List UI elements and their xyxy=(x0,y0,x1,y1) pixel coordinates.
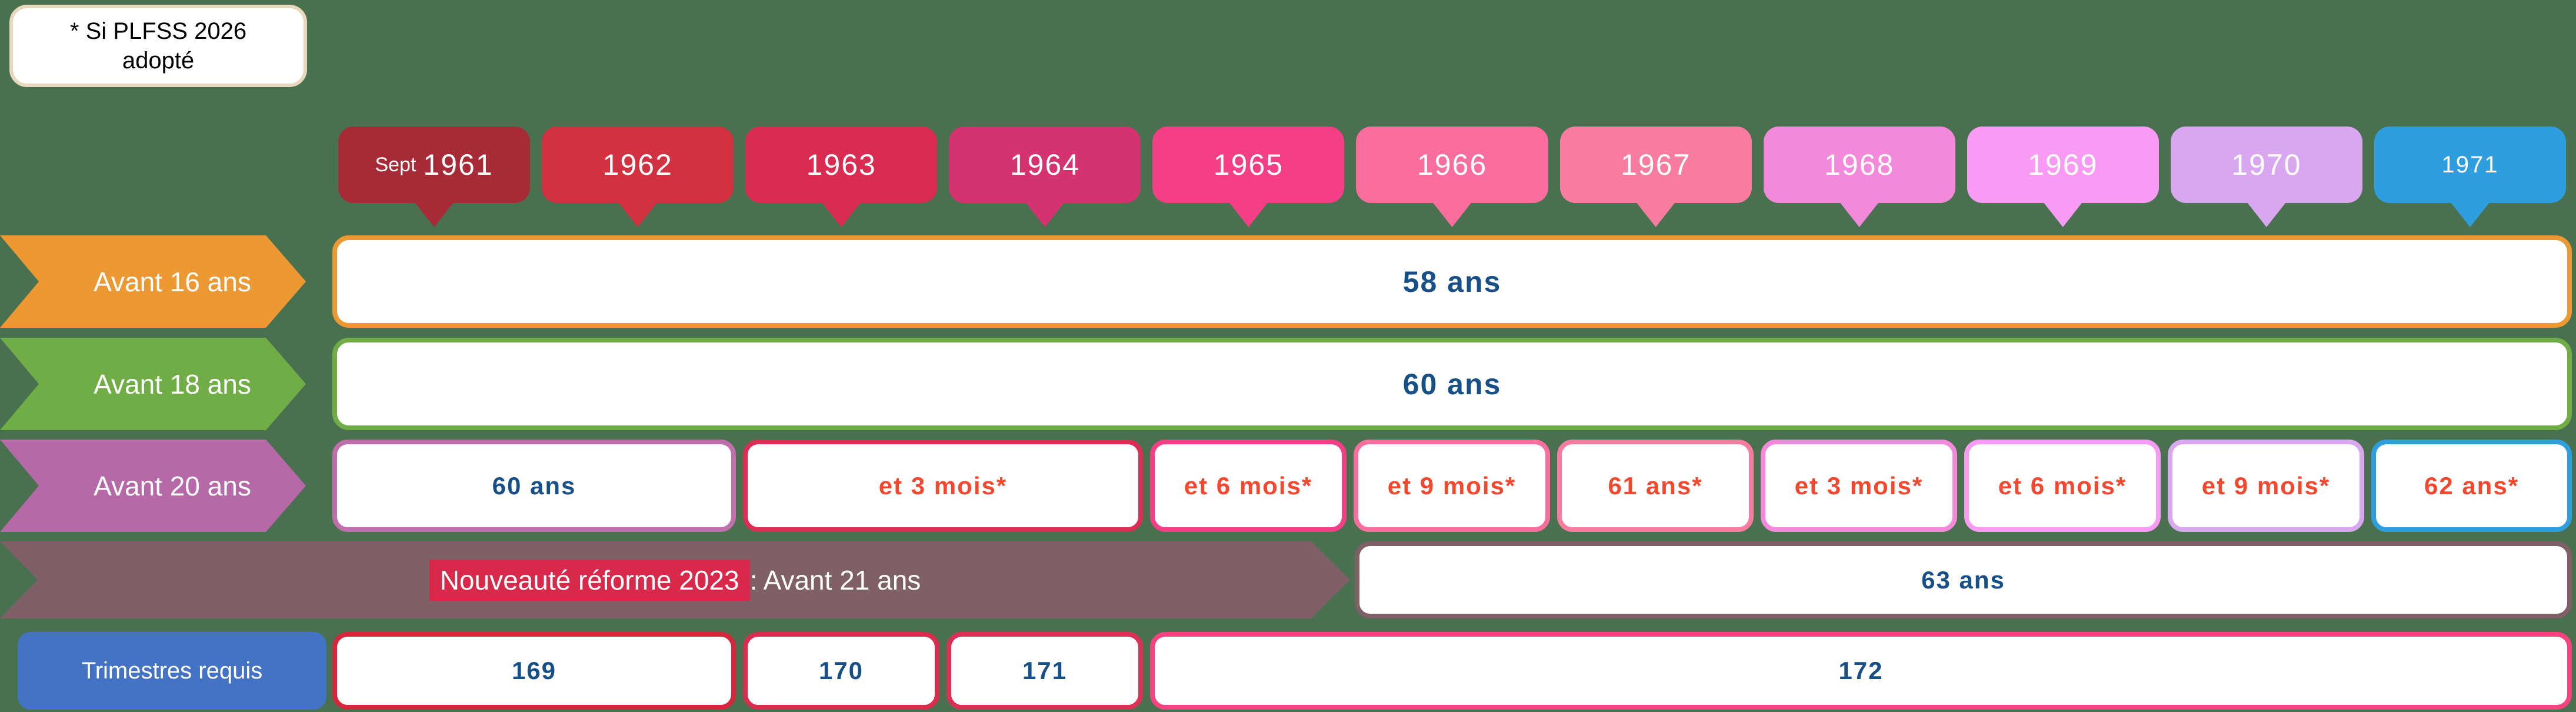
segment-text: 60 ans xyxy=(492,471,576,500)
year-cell: 1967 xyxy=(1554,127,1758,229)
arrow-down-icon xyxy=(2247,202,2286,227)
year-label: 1968 xyxy=(1824,148,1895,181)
row-label-avant-16: Avant 16 ans xyxy=(0,235,306,328)
year-label: 1967 xyxy=(1620,148,1691,181)
segment: 172 xyxy=(1150,632,2572,710)
segment: 171 xyxy=(947,632,1143,710)
segment-text: 62 ans* xyxy=(2424,471,2520,500)
footnote-box: * Si PLFSS 2026 adopté xyxy=(9,5,307,87)
row-label-avant-20: Avant 20 ans xyxy=(0,440,306,532)
segment: 169 xyxy=(332,632,736,710)
arrow-down-icon xyxy=(1025,202,1065,227)
segment: et 3 mois* xyxy=(743,440,1143,532)
arrow-down-icon xyxy=(415,202,454,227)
year-label: 1962 xyxy=(602,148,673,181)
row-label-reforme-2023: Nouveauté réforme 2023 : Avant 21 ans xyxy=(0,541,1350,618)
year-box: 1966 xyxy=(1356,127,1548,203)
year-cell: 1970 xyxy=(2165,127,2368,229)
year-box: 1968 xyxy=(1763,127,1955,203)
arrow-down-icon xyxy=(618,202,658,227)
year-cell: 1971 xyxy=(2368,127,2572,229)
year-box: 1970 xyxy=(2170,127,2362,203)
segment: et 9 mois* xyxy=(2168,440,2364,532)
year-box: 1964 xyxy=(949,127,1141,203)
arrow-down-icon xyxy=(2450,202,2490,227)
segment-text: et 3 mois* xyxy=(878,471,1008,500)
value-bar-avant-18: 60 ans xyxy=(332,338,2572,430)
arrow-down-icon xyxy=(2043,202,2082,227)
segment: 61 ans* xyxy=(1557,440,1754,532)
segment: et 9 mois* xyxy=(1354,440,1550,532)
row-label-text: Avant 16 ans xyxy=(94,266,251,297)
year-prefix: Sept xyxy=(375,153,416,176)
value-text: 60 ans xyxy=(1402,367,1502,401)
segment-text: et 6 mois* xyxy=(1998,471,2127,500)
year-cell: 1966 xyxy=(1350,127,1554,229)
segment-text: 170 xyxy=(818,657,864,684)
year-cell: 1962 xyxy=(536,127,739,229)
year-label: 1969 xyxy=(2028,148,2098,181)
footnote-text: * Si PLFSS 2026 adopté xyxy=(69,18,247,74)
segment-text: et 9 mois* xyxy=(2201,471,2331,500)
year-label: 1971 xyxy=(2441,151,2499,178)
value-bar-avant-16: 58 ans xyxy=(332,235,2572,328)
segment: 170 xyxy=(743,632,939,710)
year-label: 1965 xyxy=(1213,148,1284,181)
arrow-down-icon xyxy=(1432,202,1472,227)
year-box: 1965 xyxy=(1152,127,1345,203)
segment-text: 169 xyxy=(511,657,557,684)
year-box: 1971 xyxy=(2374,127,2567,203)
arrow-down-icon xyxy=(1636,202,1675,227)
segment-text: 171 xyxy=(1022,657,1068,684)
segment: et 3 mois* xyxy=(1761,440,1957,532)
year-label: 1963 xyxy=(806,148,877,181)
row-label-text: Avant 20 ans xyxy=(94,470,251,501)
year-box: 1963 xyxy=(745,127,938,203)
segment-text: et 6 mois* xyxy=(1184,471,1313,500)
segment: 62 ans* xyxy=(2371,440,2572,532)
year-cell: 1965 xyxy=(1147,127,1350,229)
row-label-avant-18: Avant 18 ans xyxy=(0,338,306,430)
value-text: 58 ans xyxy=(1402,265,1502,298)
year-cell: 1969 xyxy=(1961,127,2165,229)
year-box: Sept 1961 xyxy=(338,127,531,203)
segment-text: et 3 mois* xyxy=(1794,471,1924,500)
segment-text: 172 xyxy=(1838,657,1884,684)
row-label-text: Trimestres requis xyxy=(81,657,263,684)
row-label-text: : Avant 21 ans xyxy=(749,564,921,595)
year-cell: 1963 xyxy=(739,127,943,229)
segment: 60 ans xyxy=(332,440,736,532)
arrow-down-icon xyxy=(1229,202,1268,227)
year-box: 1962 xyxy=(542,127,734,203)
row-label-trimestres: Trimestres requis xyxy=(18,632,326,710)
highlight-text: Nouveauté réforme 2023 xyxy=(429,560,750,601)
year-box: 1967 xyxy=(1559,127,1752,203)
year-label: 1964 xyxy=(1009,148,1080,181)
year-header-row: Sept 1961 1962 1963 1964 1965 1966 1967 xyxy=(332,127,2572,229)
segment-bar-trimestres: 169 170 171 172 xyxy=(332,632,2572,710)
segment: et 6 mois* xyxy=(1150,440,1347,532)
segment-text: et 9 mois* xyxy=(1387,471,1517,500)
year-cell: 1968 xyxy=(1758,127,1961,229)
segment-bar-avant-20: 60 ans et 3 mois* et 6 mois* et 9 mois* … xyxy=(332,440,2572,532)
year-cell: Sept 1961 xyxy=(332,127,536,229)
year-label: 1966 xyxy=(1417,148,1488,181)
row-label-text: Avant 18 ans xyxy=(94,368,251,400)
segment: et 6 mois* xyxy=(1964,440,2161,532)
year-cell: 1964 xyxy=(943,127,1147,229)
value-bar-avant-21: 63 ans xyxy=(1355,541,2572,618)
arrow-down-icon xyxy=(1839,202,1879,227)
year-box: 1969 xyxy=(1967,127,2159,203)
segment-text: 61 ans* xyxy=(1608,471,1703,500)
arrow-down-icon xyxy=(822,202,861,227)
value-text: 63 ans xyxy=(1921,565,2005,594)
year-label: 1961 xyxy=(423,148,494,181)
year-label: 1970 xyxy=(2231,148,2302,181)
